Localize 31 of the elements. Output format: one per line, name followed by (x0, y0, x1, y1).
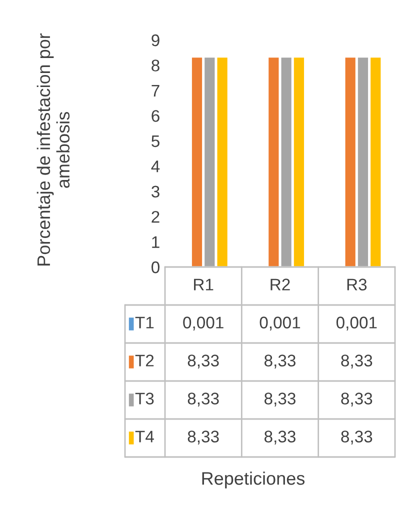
data-label: 0,001 (183, 316, 224, 330)
legend-label: T1 (135, 316, 154, 328)
data-label: 8,33 (341, 392, 372, 406)
y-axis-title: Porcentaje de infestacion por amebosis (36, 33, 70, 266)
data-label: 8,33 (264, 392, 296, 406)
y-tick-label: 2 (152, 210, 160, 223)
data-label: 0,001 (336, 316, 377, 330)
x-tick-label: R1 (194, 278, 214, 290)
y-tick-label: 0 (152, 261, 160, 274)
data-label: 8,33 (264, 430, 296, 444)
text: Repeticiones (202, 472, 305, 488)
data-label: 8,33 (264, 354, 296, 368)
x-tick-label: R2 (270, 278, 290, 290)
y-tick-label: 4 (151, 160, 160, 172)
data-label: 8,33 (188, 354, 219, 368)
legend-label: T4 (135, 430, 154, 442)
data-label: 8,33 (341, 354, 372, 368)
x-tick-label: R3 (347, 278, 367, 290)
data-label: 8,33 (188, 430, 219, 444)
legend-label: T3 (135, 392, 154, 404)
y-tick-label: 7 (152, 85, 160, 96)
data-label: 8,33 (188, 392, 219, 406)
y-tick-label: 8 (152, 60, 160, 72)
y-tick-label: 5 (152, 135, 160, 148)
data-label: 8,33 (341, 430, 372, 444)
y-tick-label: 1 (152, 236, 160, 248)
legend-label: T2 (135, 354, 154, 366)
y-tick-label: 6 (152, 110, 160, 122)
data-label: 0,001 (260, 316, 300, 330)
y-tick-label: 3 (152, 186, 160, 198)
y-tick-label: 9 (152, 34, 160, 46)
